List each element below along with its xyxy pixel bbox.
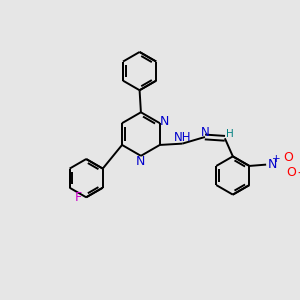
Text: N: N [160, 115, 169, 128]
Text: +: + [272, 154, 281, 164]
Text: NH: NH [174, 130, 191, 144]
Text: N: N [267, 158, 277, 171]
Text: O: O [287, 166, 297, 178]
Text: N: N [136, 155, 146, 168]
Text: N: N [201, 126, 209, 139]
Text: F: F [75, 191, 82, 204]
Text: O: O [284, 151, 293, 164]
Text: -: - [297, 167, 300, 180]
Text: H: H [226, 128, 233, 139]
